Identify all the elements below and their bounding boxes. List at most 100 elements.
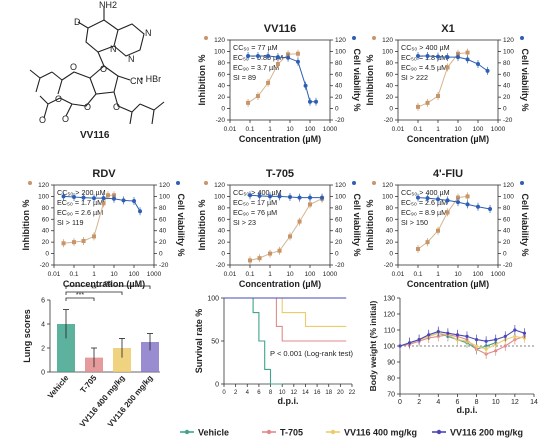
viability-point (485, 68, 490, 73)
dose-response-panel: RDV 0.01 0.1 1 10 100 1000 -20 -20 0 0 20 20 40 40 60 60… (21, 168, 186, 289)
viability-marker-key (176, 181, 180, 185)
x-tick-label: 0.1 (413, 271, 422, 278)
bond-path (77, 21, 89, 29)
x-tick-label: 12 (511, 399, 519, 406)
x-tick-label: 18 (325, 390, 332, 396)
y-tick-label: 40 (218, 228, 226, 235)
y-tick-label: 80 (42, 205, 50, 212)
inhibition-point (445, 210, 450, 215)
x-tick-label: 22 (349, 390, 356, 396)
y-tick-label: 80 (386, 205, 394, 212)
inhibition-marker-key (204, 181, 208, 185)
y-tick-label: 0 (389, 251, 393, 258)
annotation: SI = 89 (233, 73, 256, 82)
y-tick-label: 120 (214, 37, 225, 44)
bar (57, 324, 75, 372)
bar (141, 342, 159, 372)
y2-tick-label: 20 (503, 94, 511, 101)
x-tick-label: 6 (257, 390, 261, 396)
y-axis-label: Body weight (% initial) (368, 301, 378, 392)
y2-tick-label: 100 (503, 193, 514, 200)
viability-point (246, 54, 251, 58)
atom-label: O (100, 64, 107, 74)
y-tick-label: 60 (386, 71, 394, 78)
inhibition-point (105, 193, 110, 198)
plot-frame (229, 184, 331, 266)
atom-label: D (74, 17, 81, 27)
x-axis-label: Concentration (µM) (407, 134, 489, 144)
bond-path (59, 93, 97, 117)
inhibition-point (266, 80, 271, 85)
y-tick-label: 4 (41, 322, 45, 329)
y-tick-label: 60 (42, 216, 50, 223)
y2-tick-label: 60 (503, 71, 511, 78)
weight-point (503, 334, 507, 338)
y2-axis-label: Cell viability % (352, 193, 362, 256)
y2-tick-label: 0 (335, 106, 339, 113)
annotation: CC₅₀ = 77 µM (233, 43, 278, 52)
viability-point (132, 199, 136, 203)
atom-label: O (62, 114, 69, 124)
viability-point (314, 99, 319, 104)
viability-marker-key (352, 181, 356, 185)
x-tick-label: 2 (234, 390, 238, 396)
annotation: EC₉₀ = 2.6 µM (57, 208, 103, 217)
atom-label: O (55, 94, 62, 104)
y2-tick-label: 100 (335, 193, 346, 200)
bond-path (89, 65, 119, 95)
y-tick-label: -20 (384, 117, 394, 124)
viability-point (61, 194, 66, 199)
y-tick-label: 120 (382, 37, 393, 44)
salt-label: • HBr (140, 74, 161, 84)
atom-label: N (110, 44, 117, 54)
y-tick-label: 100 (382, 48, 393, 55)
x-tick-label: 1000 (491, 126, 506, 133)
x-tick-label: 0.01 (224, 126, 237, 133)
y-tick-label: -20 (216, 117, 226, 124)
x-tick-label: 8 (475, 399, 479, 406)
x-tick-label: 0.1 (245, 126, 254, 133)
viability-point (425, 54, 430, 58)
viability-point (445, 55, 450, 60)
x-tick-label: 0 (398, 399, 402, 406)
y2-tick-label: 60 (335, 71, 343, 78)
viability-point (445, 198, 450, 203)
weight-point (494, 338, 498, 342)
x-tick-label: 6 (455, 399, 459, 406)
x-tick-label: 0.1 (69, 271, 78, 278)
inhibition-point (257, 256, 262, 261)
inhibition-point (248, 258, 252, 263)
x-tick-label: 100 (129, 271, 140, 278)
molecule-name: VV116 (80, 130, 110, 141)
x-tick-label: 10 (110, 271, 118, 278)
viability-point (436, 197, 440, 202)
y-tick-label: 0 (221, 106, 225, 113)
x-tick-label: 10 (454, 126, 462, 133)
atom-label: O (113, 102, 120, 112)
inhibition-point (246, 100, 251, 105)
x-tick-label: 1 (268, 271, 272, 278)
y-axis-label: Inhibition % (21, 200, 31, 251)
viability-point (277, 194, 282, 199)
atom-label: O (84, 102, 91, 112)
viability-point (101, 196, 106, 201)
y2-tick-label: 20 (159, 239, 167, 246)
atom-label: N (145, 28, 152, 38)
weight-point (474, 344, 479, 348)
viability-point (297, 195, 302, 200)
x-tick-label: 16 (314, 390, 321, 396)
x-tick-label: 100 (473, 126, 484, 133)
viability-point (275, 55, 280, 60)
viability-point (476, 204, 480, 209)
y2-tick-label: 80 (335, 205, 343, 212)
x-tick-label: 4 (436, 399, 440, 406)
bond-path (113, 91, 141, 125)
x-tick-label: 14 (530, 399, 538, 406)
inhibition-marker-key (372, 36, 376, 40)
x-axis-label: Concentration (µM) (63, 279, 145, 289)
viability-point (465, 57, 470, 62)
weight-point (398, 344, 402, 348)
y2-tick-label: 120 (159, 182, 170, 189)
x-axis-label: Concentration (µM) (239, 134, 321, 144)
